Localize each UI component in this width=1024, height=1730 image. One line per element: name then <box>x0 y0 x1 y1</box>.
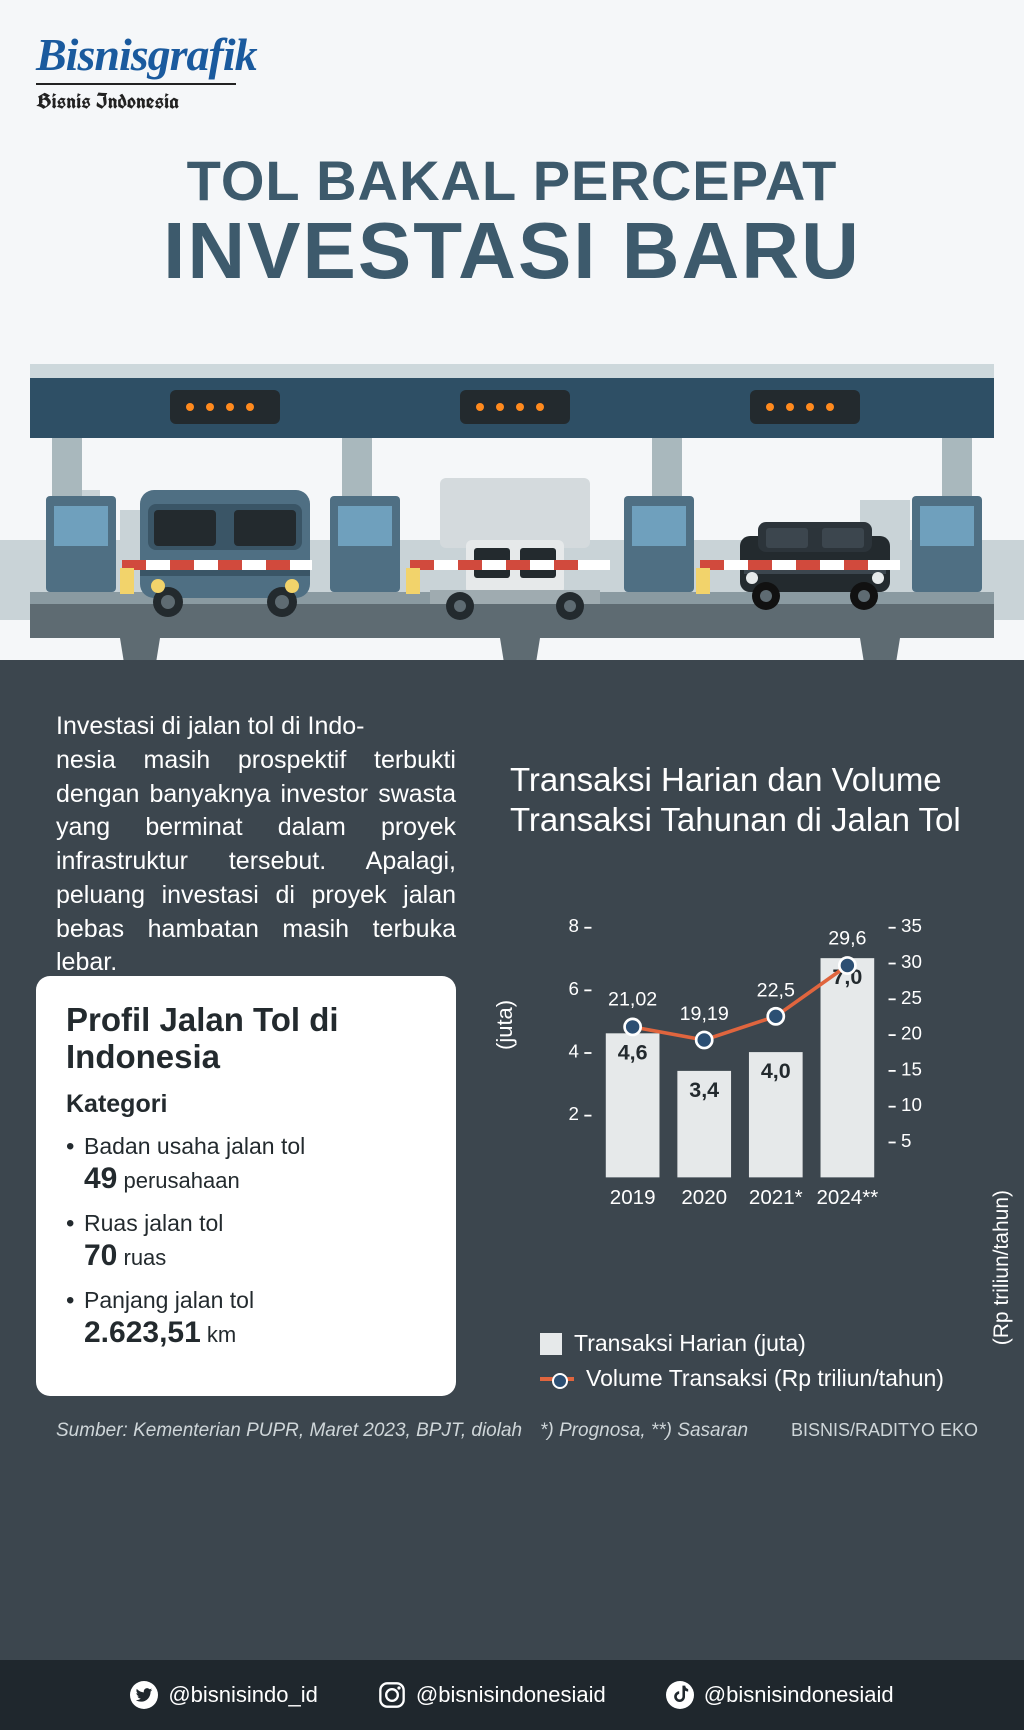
logo-main: Bisnisgrafik <box>36 28 257 81</box>
notes: *) Prognosa, **) Sasaran <box>540 1420 748 1442</box>
social-tiktok: @bisnisindonesiaid <box>666 1681 894 1709</box>
ytick-r: 10 <box>901 1094 922 1115</box>
content-dark: Investasi di jalan tol di Indo- nesia ma… <box>0 660 1024 1660</box>
instagram-handle: @bisnisindonesiaid <box>416 1682 606 1708</box>
ytick-r: 35 <box>901 915 922 936</box>
marker <box>768 1008 784 1024</box>
card-subheading: Kategori <box>66 1090 426 1119</box>
card-title: Profil Jalan Tol di Indonesia <box>66 1002 426 1076</box>
category-label: 2019 <box>610 1186 656 1209</box>
line-label: 22,5 <box>757 980 795 1002</box>
legend-item: Volume Transaksi (Rp triliun/tahun) <box>540 1365 944 1392</box>
title-line2: INVESTASI BARU <box>0 213 1024 289</box>
legend-text: Transaksi Harian (juta) <box>574 1330 806 1357</box>
legend-item: Transaksi Harian (juta) <box>540 1330 944 1357</box>
line-label: 21,02 <box>608 989 657 1011</box>
logo-sub: Bisnis Indonesia <box>36 83 236 116</box>
twitter-handle: @bisnisindo_id <box>168 1682 318 1708</box>
card-item-unit: km <box>207 1322 236 1347</box>
y-left-label: (juta) <box>492 1000 518 1050</box>
category-label: 2024** <box>816 1186 878 1209</box>
volume-line <box>633 965 848 1040</box>
bar-label: 4,6 <box>618 1040 648 1064</box>
marker <box>839 957 855 973</box>
category-label: 2020 <box>681 1186 727 1209</box>
card-item-label: Badan usaha jalan tol <box>84 1133 426 1160</box>
ytick-r: 20 <box>901 1023 922 1044</box>
bar-label: 4,0 <box>761 1059 791 1083</box>
title: TOL BAKAL PERCEPAT INVESTASI BARU <box>0 148 1024 289</box>
legend-line-icon <box>540 1377 574 1381</box>
y-right-label: (Rp triliun/tahun) <box>990 1190 1014 1345</box>
legend-box-icon <box>540 1333 562 1355</box>
ytick-l: 6 <box>569 978 579 999</box>
marker <box>696 1032 712 1048</box>
marker <box>625 1019 641 1035</box>
profile-card: Profil Jalan Tol di Indonesia Kategori B… <box>36 976 456 1396</box>
ytick-l: 8 <box>569 915 579 936</box>
card-item-label: Panjang jalan tol <box>84 1287 426 1314</box>
logo: Bisnisgrafik Bisnis Indonesia <box>36 28 257 116</box>
card-item-value: 49 <box>84 1162 117 1195</box>
ytick-l: 4 <box>569 1040 579 1061</box>
social-instagram: @bisnisindonesiaid <box>378 1681 606 1709</box>
bar <box>821 958 875 1177</box>
social-twitter: @bisnisindo_id <box>130 1681 318 1709</box>
legend-text: Volume Transaksi (Rp triliun/tahun) <box>586 1365 944 1392</box>
tiktok-handle: @bisnisindonesiaid <box>704 1682 894 1708</box>
ytick-r: 5 <box>901 1130 911 1151</box>
instagram-icon <box>378 1681 406 1709</box>
source: Sumber: Kementerian PUPR, Maret 2023, BP… <box>56 1420 522 1442</box>
ytick-l: 2 <box>569 1103 579 1124</box>
chart-svg: 8 6 4 2 35 30 25 20 15 10 5 <box>540 900 940 1240</box>
title-line1: TOL BAKAL PERCEPAT <box>0 148 1024 213</box>
category-label: 2021* <box>749 1186 803 1209</box>
chart-title: Transaksi Harian dan Volume Transaksi Ta… <box>510 760 970 839</box>
card-item-value: 2.623,51 <box>84 1316 201 1349</box>
ytick-r: 30 <box>901 951 922 972</box>
card-item: Ruas jalan tol 70 ruas <box>66 1210 426 1273</box>
card-item-label: Ruas jalan tol <box>84 1210 426 1237</box>
card-item: Badan usaha jalan tol 49 perusahaan <box>66 1133 426 1196</box>
card-item-value: 70 <box>84 1239 117 1272</box>
infographic-page: Bisnisgrafik Bisnis Indonesia TOL BAKAL … <box>0 0 1024 1730</box>
card-item-unit: perusahaan <box>124 1168 240 1193</box>
intro-paragraph: Investasi di jalan tol di Indo- nesia ma… <box>56 710 456 980</box>
bar-label: 3,4 <box>689 1078 719 1102</box>
card-item: Panjang jalan tol 2.623,51 km <box>66 1287 426 1350</box>
tiktok-icon <box>666 1681 694 1709</box>
line-label: 19,19 <box>680 1003 729 1025</box>
transaction-chart: (juta) (Rp triliun/tahun) 8 6 4 2 35 30 … <box>500 900 980 1330</box>
card-item-unit: ruas <box>124 1245 167 1270</box>
line-label: 29,6 <box>828 928 866 950</box>
ytick-r: 15 <box>901 1058 922 1079</box>
twitter-icon <box>130 1681 158 1709</box>
toll-illustration <box>0 340 1024 710</box>
chart-legend: Transaksi Harian (juta) Volume Transaksi… <box>540 1330 944 1400</box>
footer: @bisnisindo_id @bisnisindonesiaid @bisni… <box>0 1660 1024 1730</box>
credit: BISNIS/RADITYO EKO <box>791 1420 978 1441</box>
ytick-r: 25 <box>901 987 922 1008</box>
